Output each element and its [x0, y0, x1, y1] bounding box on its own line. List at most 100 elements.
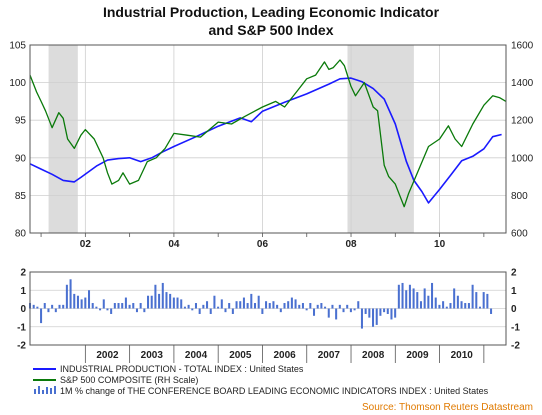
lei-change-bar — [449, 303, 452, 309]
top-plot-frame — [29, 44, 507, 234]
lei-change-bar — [453, 288, 456, 309]
industrial-production-line — [29, 77, 502, 204]
lei-change-bar — [121, 303, 124, 309]
lei-change-bar — [431, 282, 434, 309]
lei-change-bar — [65, 284, 68, 309]
lei-change-bar — [40, 308, 43, 324]
lei-change-bar — [268, 303, 271, 309]
lei-change-bar — [191, 308, 194, 311]
bar-y-left-tick-label: -2 — [17, 341, 26, 352]
lei-change-bar — [224, 308, 227, 313]
lei-change-bar — [327, 308, 330, 318]
lei-change-bar — [235, 301, 238, 309]
bar-year-label: 2009 — [406, 350, 429, 361]
lei-change-bar — [276, 304, 279, 309]
lei-change-bar — [150, 295, 153, 309]
lei-change-bar — [412, 288, 415, 309]
lei-change-bar — [183, 306, 186, 309]
lei-change-bar — [139, 303, 142, 309]
x-tick-label: 02 — [80, 239, 92, 250]
lei-change-bar — [47, 308, 50, 313]
legend-entry-label: 1M % change of THE CONFERENCE BOARD LEAD… — [60, 386, 489, 396]
lei-change-bar — [279, 308, 282, 313]
bar-year-label: 2005 — [229, 350, 252, 361]
lei-change-bar — [364, 308, 367, 314]
legend-swatch-bar — [46, 387, 48, 394]
lei-change-bar — [346, 304, 349, 309]
lei-change-bar — [169, 293, 172, 309]
y-left-tick-label: 105 — [9, 41, 26, 52]
lei-change-bar — [106, 308, 109, 311]
y-right-tick-label: 1400 — [511, 78, 534, 89]
lei-change-bar — [228, 303, 231, 309]
lei-change-bar — [338, 304, 341, 309]
lei-change-bar — [73, 293, 76, 309]
bar-year-label: 2002 — [96, 350, 119, 361]
lei-change-bar — [265, 301, 268, 309]
bar-year-label: 2010 — [451, 350, 474, 361]
lei-change-bar — [165, 292, 168, 309]
lei-change-bar — [51, 304, 54, 309]
lei-change-bar — [194, 303, 197, 309]
lei-change-bar — [272, 301, 275, 309]
lei-change-bar — [342, 308, 345, 313]
lei-change-bar — [467, 303, 470, 309]
lei-change-bar — [316, 304, 319, 309]
lei-change-bar — [261, 308, 264, 314]
lei-change-bar — [482, 292, 485, 309]
bar-y-left-tick-label: -1 — [17, 322, 26, 333]
lei-change-bar — [283, 303, 286, 309]
lei-change-bar — [217, 306, 220, 309]
lei-change-bar — [257, 295, 260, 309]
legend-swatch-bar — [42, 390, 44, 394]
lei-change-bar — [349, 308, 352, 313]
lei-change-bar — [312, 308, 316, 316]
lei-change-bar — [357, 301, 360, 309]
lei-change-bar — [158, 293, 161, 309]
lei-change-bar — [397, 284, 400, 309]
legend-swatch-bar — [54, 386, 56, 394]
bar-year-label: 2006 — [273, 350, 296, 361]
x-tick-label: 08 — [345, 239, 357, 250]
lei-change-bar — [294, 299, 297, 309]
lei-change-bar — [464, 303, 467, 309]
lei-change-bar — [368, 308, 371, 318]
lei-change-bar — [124, 297, 127, 309]
lei-change-bar — [386, 308, 389, 314]
lei-change-bar — [180, 299, 183, 309]
lei-change-bar — [102, 299, 105, 309]
lei-change-bar — [253, 303, 257, 309]
lei-change-bar — [445, 306, 448, 309]
lei-change-bar — [423, 288, 426, 309]
y-right-tick-label: 800 — [511, 191, 528, 202]
bar-y-right-tick-label: -2 — [511, 341, 520, 352]
lei-change-bar — [287, 301, 290, 309]
recession-band — [48, 45, 78, 233]
legend-entry-label: INDUSTRIAL PRODUCTION - TOTAL INDEX : Un… — [60, 364, 304, 374]
lei-change-bar — [154, 284, 157, 309]
lei-change-bar — [434, 297, 437, 309]
lei-change-bar — [198, 308, 201, 314]
lei-change-bar — [36, 306, 39, 309]
y-left-tick-label: 90 — [15, 153, 27, 164]
lei-change-bar — [58, 304, 61, 309]
bar-year-label: 2003 — [141, 350, 164, 361]
lei-change-bar — [117, 303, 120, 309]
lei-change-bar — [401, 282, 404, 309]
bottom-panel: -2 -2 -1 -1 0 0 1 1 2 2 2002 2003 2004 2005 2006 2007 20… — [17, 268, 520, 363]
lei-change-bar — [360, 308, 363, 329]
lei-change-bar — [416, 292, 419, 309]
lei-change-bar — [91, 303, 94, 309]
lei-change-bar — [62, 304, 65, 309]
lei-change-bar — [486, 293, 489, 309]
bar-y-left-tick-label: 2 — [20, 268, 26, 279]
lei-change-bar — [132, 303, 135, 309]
lei-change-bar — [478, 306, 482, 309]
source-note: Source: Thomson Reuters Datastream — [362, 402, 533, 413]
bar-year-label: 2007 — [318, 350, 341, 361]
y-right-tick-label: 600 — [511, 229, 528, 240]
x-tick-label: 10 — [434, 239, 446, 250]
lei-change-bar — [110, 308, 113, 314]
lei-change-bar — [475, 292, 478, 309]
